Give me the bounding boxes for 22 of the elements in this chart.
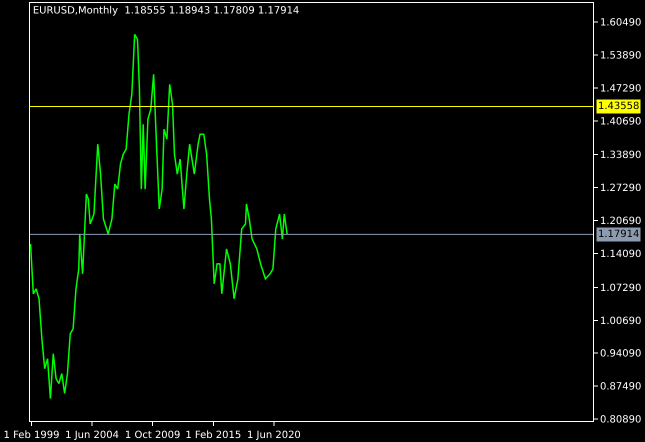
y-tick-label: 1.60490 [600, 18, 642, 28]
y-tick-label: 1.07290 [600, 282, 642, 294]
y-tick-label: 1.47290 [600, 83, 642, 94]
y-tick-label: 1.00690 [600, 316, 642, 327]
x-tick-label: 1 Oct 2009 [124, 430, 180, 441]
y-tick-label: 1.20690 [600, 216, 642, 228]
x-tick-label: 1 Feb 1999 [4, 430, 60, 441]
y-tick-label: 1.40690 [600, 116, 642, 128]
ref-line-label: 1.43558 [598, 101, 640, 112]
line-series [30, 34, 288, 400]
y-tick-label: 1.33890 [600, 150, 642, 162]
y-tick-label: 0.94090 [600, 348, 642, 360]
ref-line-label: 1.17914 [598, 229, 640, 240]
y-tick-label: 0.80890 [600, 414, 642, 426]
x-tick-label: 1 Jun 2004 [65, 430, 119, 441]
x-tick-label: 1 Feb 2015 [185, 430, 242, 441]
y-tick-label: 1.14090 [600, 248, 642, 260]
chart-title: EURUSD,Monthly 1.18555 1.18943 1.17809 1.17914 [32, 6, 300, 17]
y-tick-label: 1.53890 [600, 50, 642, 62]
y-tick-label: 0.87490 [600, 382, 642, 393]
y-tick-label: 1.27290 [600, 183, 642, 194]
x-tick-label: 1 Jun 2020 [246, 430, 301, 441]
